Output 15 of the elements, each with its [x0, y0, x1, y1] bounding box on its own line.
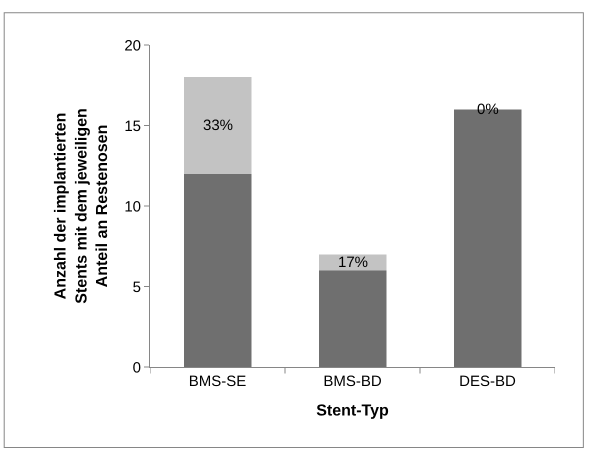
y-tick-label: 20	[124, 37, 141, 54]
x-tick-label: DES-BD	[459, 373, 516, 390]
annotation: 33%	[203, 117, 234, 134]
bar	[318, 270, 386, 367]
y-tick-label: 0	[132, 359, 141, 376]
y-tick-label: 10	[124, 198, 141, 216]
y-tick-label: 5	[132, 278, 141, 296]
x-tick-label: BMS-SE	[188, 373, 246, 390]
bar	[184, 174, 252, 367]
bar	[184, 77, 252, 174]
x-axis-title: Stent-Typ	[316, 402, 390, 420]
y-axis-title: Anzahl der implantierten Stents mit dem jeweiligen Anteil an Restenosen	[52, 108, 112, 304]
y-tick-label: 15	[124, 118, 141, 135]
annotation: 17%	[338, 254, 368, 271]
x-tick-label: BMS-BD	[323, 373, 382, 390]
